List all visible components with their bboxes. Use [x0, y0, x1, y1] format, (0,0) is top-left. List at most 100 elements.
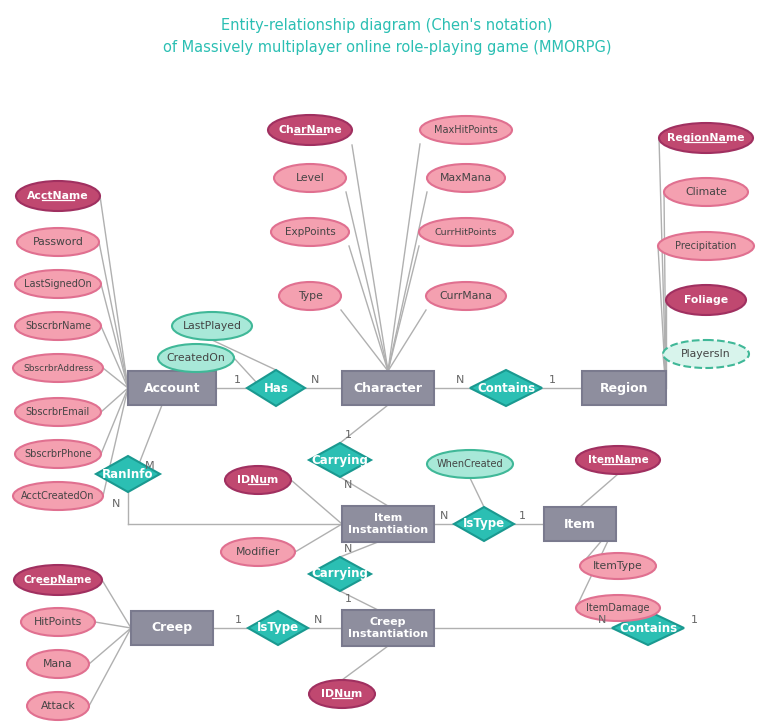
Text: AcctCreatedOn: AcctCreatedOn: [21, 491, 94, 501]
Text: Entity-relationship diagram (Chen's notation): Entity-relationship diagram (Chen's nota…: [221, 17, 553, 33]
Ellipse shape: [419, 218, 513, 246]
Text: Level: Level: [296, 173, 324, 183]
Text: ItemDamage: ItemDamage: [586, 603, 649, 613]
Text: Contains: Contains: [619, 621, 677, 634]
Text: 1: 1: [549, 375, 556, 385]
FancyBboxPatch shape: [582, 371, 666, 405]
FancyBboxPatch shape: [342, 610, 434, 646]
Ellipse shape: [27, 692, 89, 720]
Ellipse shape: [268, 115, 352, 145]
Text: IsType: IsType: [463, 518, 505, 531]
Text: Mana: Mana: [43, 659, 73, 669]
Ellipse shape: [658, 232, 754, 260]
Text: IDNum: IDNum: [238, 475, 279, 485]
Text: N: N: [313, 615, 322, 625]
Text: N: N: [344, 544, 352, 554]
Ellipse shape: [279, 282, 341, 310]
Text: PlayersIn: PlayersIn: [681, 349, 731, 359]
Ellipse shape: [666, 285, 746, 315]
Text: of Massively multiplayer online role-playing game (MMORPG): of Massively multiplayer online role-pla…: [163, 39, 611, 54]
Ellipse shape: [427, 164, 505, 192]
Text: Creep
Instantiation: Creep Instantiation: [348, 617, 428, 639]
Text: N: N: [456, 375, 464, 385]
Ellipse shape: [271, 218, 349, 246]
Text: Climate: Climate: [685, 187, 727, 197]
Text: Character: Character: [354, 381, 423, 394]
Ellipse shape: [659, 123, 753, 153]
Ellipse shape: [664, 178, 748, 206]
Ellipse shape: [16, 181, 100, 211]
Text: MaxHitPoints: MaxHitPoints: [434, 125, 498, 135]
Polygon shape: [470, 370, 542, 406]
Text: 1: 1: [344, 430, 351, 440]
Text: N: N: [344, 480, 352, 490]
Ellipse shape: [21, 608, 95, 636]
Ellipse shape: [15, 440, 101, 468]
Ellipse shape: [221, 538, 295, 566]
FancyBboxPatch shape: [131, 611, 213, 645]
Text: LastSignedOn: LastSignedOn: [24, 279, 92, 289]
FancyBboxPatch shape: [342, 506, 434, 542]
Text: CreatedOn: CreatedOn: [166, 353, 225, 363]
Text: CharName: CharName: [278, 125, 342, 135]
Ellipse shape: [663, 340, 749, 368]
Text: IsType: IsType: [257, 621, 299, 634]
Text: CurrHitPoints: CurrHitPoints: [435, 228, 497, 236]
Text: Attack: Attack: [40, 701, 75, 711]
Polygon shape: [247, 370, 305, 406]
Ellipse shape: [13, 482, 103, 510]
FancyBboxPatch shape: [128, 371, 216, 405]
Ellipse shape: [427, 450, 513, 478]
Text: ExpPoints: ExpPoints: [285, 227, 335, 237]
Ellipse shape: [426, 282, 506, 310]
Text: Has: Has: [264, 381, 289, 394]
Text: CurrMana: CurrMana: [440, 291, 492, 301]
Text: N: N: [111, 499, 120, 509]
Text: WhenCreated: WhenCreated: [437, 459, 503, 469]
Text: N: N: [311, 375, 319, 385]
Polygon shape: [309, 557, 371, 591]
Polygon shape: [248, 611, 308, 645]
Ellipse shape: [309, 680, 375, 708]
Text: ItemType: ItemType: [593, 561, 643, 571]
Text: SbscrbrName: SbscrbrName: [25, 321, 91, 331]
FancyBboxPatch shape: [544, 507, 616, 541]
Text: N: N: [440, 511, 448, 521]
Text: CreepName: CreepName: [24, 575, 92, 585]
Text: Password: Password: [33, 237, 84, 247]
Text: HitPoints: HitPoints: [34, 617, 82, 627]
Ellipse shape: [576, 595, 660, 621]
Text: RanInfo: RanInfo: [102, 468, 154, 481]
Text: Precipitation: Precipitation: [675, 241, 737, 251]
Polygon shape: [612, 611, 684, 645]
Text: Carrying: Carrying: [312, 568, 368, 581]
Text: LastPlayed: LastPlayed: [183, 321, 241, 331]
Text: RegionName: RegionName: [667, 133, 745, 143]
Text: 1: 1: [519, 511, 526, 521]
Ellipse shape: [274, 164, 346, 192]
Ellipse shape: [14, 565, 102, 595]
Text: N: N: [598, 615, 606, 625]
Ellipse shape: [576, 446, 660, 474]
Ellipse shape: [580, 553, 656, 579]
Text: Type: Type: [297, 291, 323, 301]
Ellipse shape: [13, 354, 103, 382]
Polygon shape: [454, 507, 514, 541]
Text: Foliage: Foliage: [684, 295, 728, 305]
Polygon shape: [309, 443, 371, 477]
Ellipse shape: [158, 344, 234, 372]
Ellipse shape: [15, 312, 101, 340]
Text: 1: 1: [234, 375, 241, 385]
Text: IDNum: IDNum: [321, 689, 363, 699]
Text: ItemName: ItemName: [587, 455, 649, 465]
Ellipse shape: [15, 398, 101, 426]
Ellipse shape: [15, 270, 101, 298]
Text: Item
Instantiation: Item Instantiation: [348, 513, 428, 535]
Text: Region: Region: [600, 381, 649, 394]
Text: Creep: Creep: [152, 621, 193, 634]
Text: Account: Account: [144, 381, 200, 394]
Text: Item: Item: [564, 518, 596, 531]
Text: 1: 1: [344, 594, 351, 604]
Text: SbscrbrEmail: SbscrbrEmail: [26, 407, 90, 417]
Text: Contains: Contains: [477, 381, 535, 394]
